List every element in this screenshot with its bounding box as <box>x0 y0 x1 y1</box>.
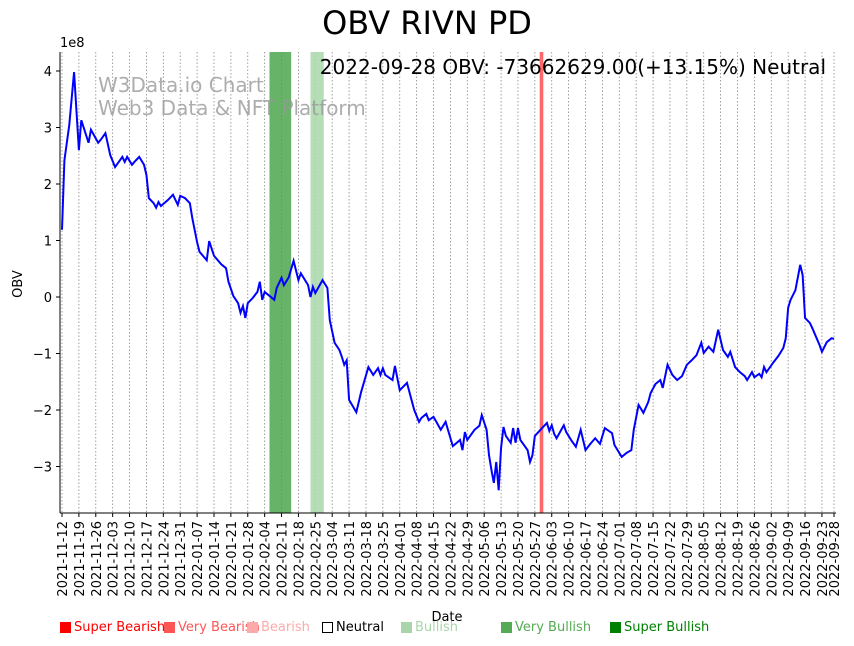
x-tick-label: 2021-12-10 <box>124 521 139 597</box>
x-tick-label: 2022-02-11 <box>276 521 291 597</box>
x-tick-label: 2022-09-28 <box>828 521 843 597</box>
x-tick-label: 2021-12-03 <box>107 521 122 597</box>
legend-swatch <box>401 622 412 633</box>
y-scale-label: 1e8 <box>60 36 85 51</box>
legend-label: Super Bearish <box>74 620 166 635</box>
x-tick-label: 2022-07-08 <box>630 521 645 597</box>
y-tick-label: 2 <box>44 178 52 193</box>
x-tick-label: 2022-04-01 <box>394 521 409 597</box>
x-tick-label: 2022-01-14 <box>208 521 223 597</box>
x-tick-label: 2022-03-11 <box>343 521 358 597</box>
legend-swatch <box>247 622 258 633</box>
x-tick-label: 2021-11-26 <box>90 521 105 597</box>
x-tick-label: 2022-01-07 <box>191 521 206 597</box>
legend-item-very-bullish: Very Bullish <box>501 620 591 635</box>
x-tick-label: 2022-09-16 <box>799 521 814 597</box>
x-tick-label: 2022-03-25 <box>377 521 392 597</box>
y-tick-label: 3 <box>44 122 52 137</box>
legend-label: Very Bullish <box>515 620 592 635</box>
x-tick-label: 2022-09-09 <box>782 521 797 597</box>
y-tick-label: −1 <box>33 348 52 363</box>
x-tick-label: 2022-06-24 <box>596 521 611 597</box>
x-tick-label: 2022-02-04 <box>259 521 274 597</box>
x-tick-label: 2022-09-23 <box>816 521 831 597</box>
x-tick-label: 2022-08-26 <box>748 521 763 597</box>
x-tick-label: 2022-07-01 <box>613 521 628 597</box>
watermark-text: Web3 Data & NFT Platform <box>98 96 366 120</box>
legend-label: Bearish <box>261 620 310 635</box>
x-tick-label: 2022-08-05 <box>698 521 713 597</box>
x-tick-label: 2022-07-29 <box>681 521 696 597</box>
x-tick-label: 2022-04-22 <box>444 521 459 597</box>
legend-item-bullish: Bullish <box>401 620 458 635</box>
x-tick-label: 2022-03-04 <box>326 521 341 597</box>
x-tick-label: 2022-06-17 <box>580 521 595 597</box>
x-tick-label: 2022-04-29 <box>461 521 476 597</box>
legend-item-bearish: Bearish <box>247 620 310 635</box>
y-tick-label: 4 <box>44 65 52 80</box>
obv-line <box>61 72 835 491</box>
legend-label: Super Bullish <box>624 620 710 635</box>
y-axis-label: OBV <box>11 270 26 298</box>
x-tick-label: 2022-08-12 <box>715 521 730 597</box>
watermark-text: W3Data.io Chart <box>98 73 264 97</box>
legend-label: Very Bearish <box>178 620 260 635</box>
legend-item-super-bearish: Super Bearish <box>60 620 165 635</box>
signal-band-bullish <box>310 52 324 513</box>
x-tick-label: 2022-05-06 <box>478 521 493 597</box>
x-tick-label: 2022-05-13 <box>495 521 510 597</box>
legend-swatch <box>164 622 175 633</box>
x-tick-label: 2022-01-21 <box>225 521 240 597</box>
x-tick-label: 2022-06-10 <box>563 521 578 597</box>
x-tick-label: 2022-04-08 <box>411 521 426 597</box>
legend-item-very-bearish: Very Bearish <box>164 620 260 635</box>
x-tick-label: 2022-03-18 <box>360 521 375 597</box>
x-tick-label: 2022-02-18 <box>292 521 307 597</box>
x-tick-label: 2021-12-24 <box>157 521 172 597</box>
x-tick-label: 2022-02-25 <box>309 521 324 597</box>
signal-band-super-bearish <box>539 52 544 513</box>
x-tick-label: 2022-07-15 <box>647 521 662 597</box>
x-axis-label: Date <box>431 610 462 625</box>
x-tick-label: 2022-01-28 <box>242 521 257 597</box>
y-tick-label: 1 <box>44 235 52 250</box>
x-tick-label: 2022-07-22 <box>664 521 679 597</box>
legend-swatch <box>60 622 71 633</box>
legend-swatch <box>610 622 621 633</box>
x-tick-label: 2021-11-12 <box>56 521 71 597</box>
x-tick-label: 2022-05-27 <box>529 521 544 597</box>
x-tick-label: 2022-04-15 <box>428 521 443 597</box>
x-tick-label: 2022-08-19 <box>732 521 747 597</box>
y-tick-label: −3 <box>33 461 52 476</box>
legend-label: Bullish <box>415 620 459 635</box>
legend-label: Neutral <box>336 620 384 635</box>
chart-title: OBV RIVN PD <box>322 4 532 42</box>
legend-item-neutral: Neutral <box>322 620 384 635</box>
x-tick-label: 2021-12-17 <box>140 521 155 597</box>
latest-value-annotation: 2022-09-28 OBV: -73662629.00(+13.15%) Ne… <box>320 55 826 79</box>
x-tick-label: 2022-05-20 <box>512 521 527 597</box>
y-tick-label: 0 <box>44 291 52 306</box>
legend-swatch <box>501 622 512 633</box>
y-tick-label: −2 <box>33 404 52 419</box>
x-tick-label: 2022-09-02 <box>765 521 780 597</box>
x-tick-label: 2021-12-31 <box>174 521 189 597</box>
x-tick-label: 2021-11-19 <box>73 521 88 597</box>
legend-swatch <box>322 622 333 633</box>
legend-item-super-bullish: Super Bullish <box>610 620 709 635</box>
x-tick-label: 2022-06-03 <box>546 521 561 597</box>
